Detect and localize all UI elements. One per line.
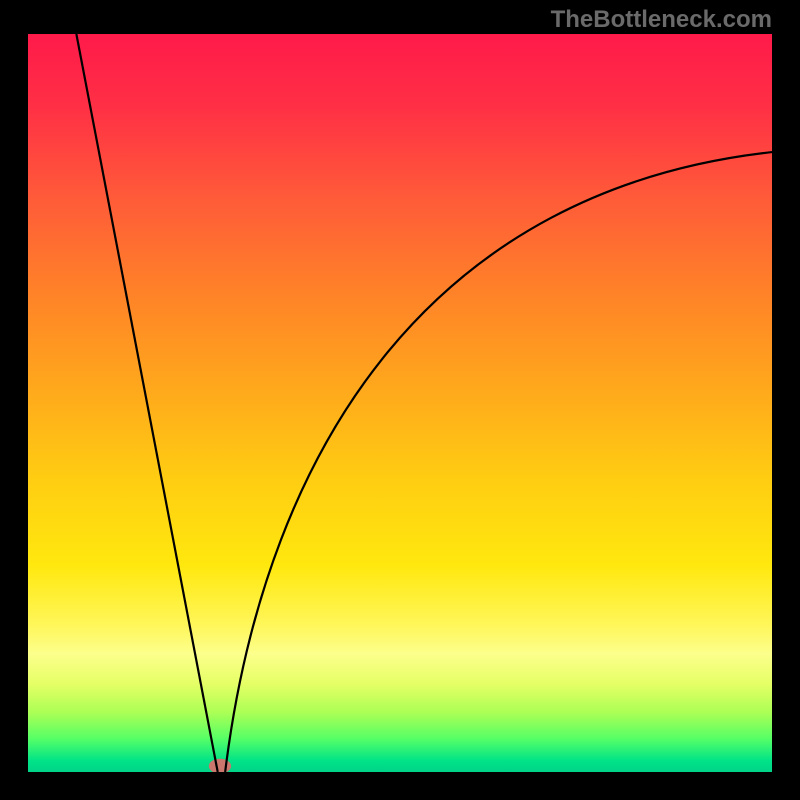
gradient-background xyxy=(28,34,772,772)
chart-svg xyxy=(28,34,772,772)
plot-area xyxy=(28,34,772,772)
watermark-text: TheBottleneck.com xyxy=(551,6,772,34)
